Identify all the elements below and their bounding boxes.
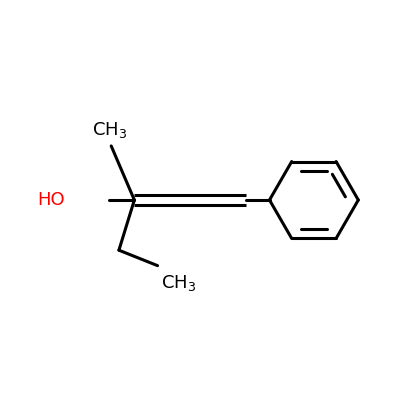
Text: HO: HO	[37, 191, 65, 209]
Text: CH$_3$: CH$_3$	[161, 273, 197, 293]
Text: CH$_3$: CH$_3$	[92, 120, 127, 140]
